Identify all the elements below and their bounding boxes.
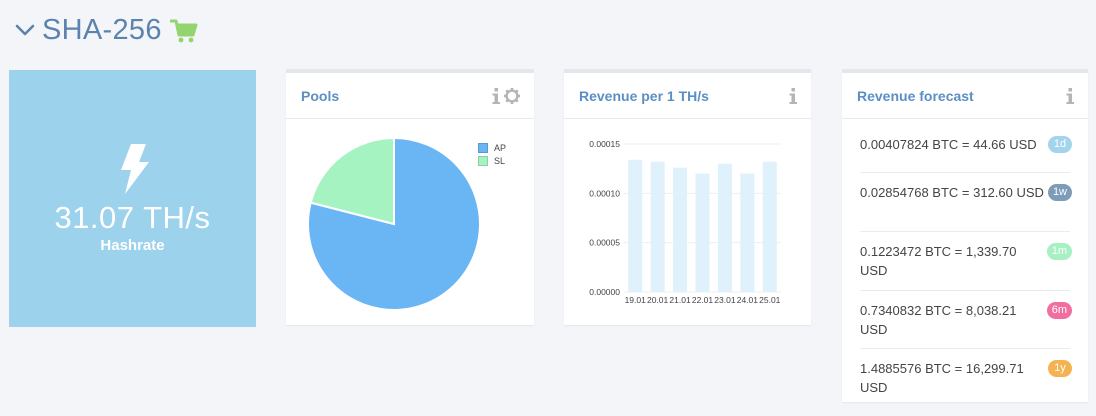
gear-icon[interactable]	[504, 88, 520, 104]
y-tick-label: 0.00000	[589, 287, 620, 297]
revenue-bar	[762, 161, 777, 292]
y-tick-label: 0.00015	[589, 139, 620, 149]
y-tick-label: 0.00010	[589, 188, 620, 198]
legend-item: AP	[478, 141, 506, 154]
x-tick-label: 20.01	[647, 295, 669, 305]
pools-legend: AP SL	[478, 141, 506, 167]
revenue-bar	[650, 161, 665, 292]
pie-slice-sl	[309, 136, 395, 226]
info-icon[interactable]	[492, 88, 500, 104]
legend-swatch	[478, 155, 488, 166]
legend-item: SL	[478, 154, 506, 167]
hashrate-label: Hashrate	[100, 237, 165, 254]
algorithm-header: SHA-256	[14, 10, 198, 50]
forecast-value: 0.00407824 BTC = 44.66 USD	[860, 137, 1037, 152]
revenue-bar	[673, 167, 688, 292]
revenue-bar	[717, 163, 732, 292]
period-badge: 1y	[1048, 360, 1072, 377]
forecast-card: Revenue forecast 0.00407824 BTC = 44.66 …	[842, 69, 1088, 402]
pools-card-header: Pools	[286, 73, 534, 119]
revenue-bar	[740, 173, 755, 292]
hashrate-value: 31.07 TH/s	[54, 200, 211, 235]
period-badge: 6m	[1046, 302, 1072, 319]
legend-label: AP	[494, 142, 507, 153]
info-icon[interactable]	[789, 88, 797, 104]
period-badge: 1m	[1046, 243, 1072, 260]
forecast-value: 0.7340832 BTC = 8,038.21 USD	[860, 303, 1017, 337]
y-tick-label: 0.00005	[589, 238, 620, 248]
pools-title: Pools	[301, 87, 340, 104]
x-tick-label: 21.01	[669, 295, 691, 305]
forecast-title: Revenue forecast	[857, 87, 974, 104]
forecast-value: 0.02854768 BTC = 312.60 USD	[860, 185, 1044, 200]
revenue-bar	[695, 173, 710, 292]
hashrate-tile: 31.07 TH/s Hashrate	[9, 70, 256, 327]
legend-swatch	[478, 142, 488, 153]
forecast-value: 1.4885576 BTC = 16,299.71 USD	[860, 361, 1024, 395]
legend-label: SL	[494, 155, 506, 166]
revenue-card-header: Revenue per 1 TH/s	[564, 73, 811, 119]
x-tick-label: 23.01	[714, 295, 736, 305]
x-tick-label: 22.01	[692, 295, 714, 305]
forecast-card-header: Revenue forecast	[842, 73, 1088, 119]
x-tick-label: 25.01	[759, 295, 781, 305]
chevron-down-icon[interactable]	[14, 19, 36, 41]
revenue-bar-chart: 0.00000 0.00005 0.00010 0.00015 19.01 20.01 21…	[589, 139, 781, 305]
algorithm-title: SHA-256	[42, 13, 162, 46]
revenue-card: Revenue per 1 TH/s 0.00000 0.00005 0.00010…	[564, 69, 811, 325]
period-badge: 1d	[1048, 136, 1072, 153]
pie-slice-ap	[307, 136, 481, 311]
lightning-icon	[121, 144, 149, 194]
revenue-bar	[628, 159, 643, 292]
forecast-list: 0.00407824 BTC = 44.66 USD 1d 0.02854768…	[860, 125, 1072, 407]
forecast-row: 0.7340832 BTC = 8,038.21 USD 6m	[860, 291, 1072, 349]
forecast-row: 0.02854768 BTC = 312.60 USD 1w	[860, 173, 1072, 232]
pools-pie-chart	[307, 136, 481, 311]
info-icon[interactable]	[1066, 88, 1074, 104]
x-tick-label: 24.01	[737, 295, 759, 305]
period-badge: 1w	[1047, 184, 1072, 201]
pools-card: Pools AP	[286, 69, 534, 325]
cart-icon[interactable]	[169, 18, 198, 44]
forecast-row: 0.1223472 BTC = 1,339.70 USD 1m	[860, 232, 1072, 291]
forecast-value: 0.1223472 BTC = 1,339.70 USD	[860, 244, 1017, 278]
forecast-row: 0.00407824 BTC = 44.66 USD 1d	[860, 125, 1072, 173]
forecast-row: 1.4885576 BTC = 16,299.71 USD 1y	[860, 349, 1072, 407]
x-tick-label: 19.01	[625, 295, 647, 305]
revenue-title: Revenue per 1 TH/s	[579, 87, 709, 104]
